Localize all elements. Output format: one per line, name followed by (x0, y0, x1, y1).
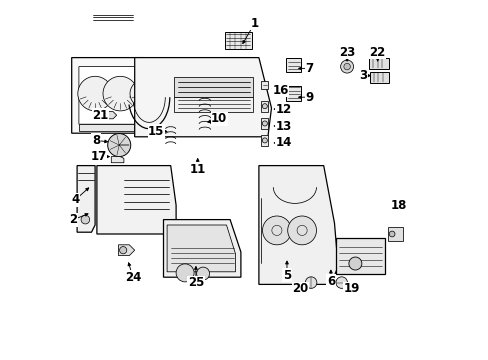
Circle shape (196, 267, 209, 280)
Text: 23: 23 (338, 46, 354, 59)
Polygon shape (368, 58, 387, 69)
Circle shape (262, 216, 291, 245)
Polygon shape (118, 245, 134, 256)
Text: 5: 5 (282, 269, 290, 282)
Circle shape (107, 134, 130, 157)
Circle shape (120, 247, 126, 254)
Text: 10: 10 (211, 112, 227, 125)
Text: 22: 22 (369, 46, 385, 59)
Text: 17: 17 (90, 150, 106, 163)
Text: 19: 19 (343, 282, 359, 295)
Text: 12: 12 (275, 103, 291, 116)
Text: 9: 9 (305, 91, 313, 104)
Polygon shape (224, 32, 251, 49)
Polygon shape (77, 166, 95, 232)
Text: 21: 21 (92, 109, 108, 122)
Text: 6: 6 (326, 275, 334, 288)
Circle shape (348, 257, 361, 270)
Text: 11: 11 (189, 163, 205, 176)
Circle shape (343, 63, 349, 70)
Text: 18: 18 (390, 199, 407, 212)
Polygon shape (134, 58, 271, 137)
Circle shape (340, 60, 353, 73)
Polygon shape (336, 238, 384, 274)
Circle shape (176, 264, 194, 282)
Circle shape (388, 231, 394, 237)
Circle shape (287, 216, 316, 245)
Text: 14: 14 (275, 136, 291, 149)
Circle shape (262, 138, 267, 143)
Polygon shape (285, 86, 301, 101)
Circle shape (262, 121, 267, 126)
Polygon shape (111, 157, 123, 163)
Text: 25: 25 (187, 276, 203, 289)
Circle shape (262, 104, 267, 109)
Text: 8: 8 (92, 134, 100, 147)
Text: 2: 2 (69, 213, 78, 226)
Polygon shape (261, 118, 268, 129)
Circle shape (305, 277, 316, 288)
Text: 1: 1 (250, 17, 258, 30)
Polygon shape (258, 166, 337, 284)
Text: 4: 4 (71, 193, 79, 206)
Text: 24: 24 (124, 271, 141, 284)
Text: 3: 3 (359, 69, 366, 82)
Polygon shape (97, 166, 176, 234)
Text: 20: 20 (291, 282, 308, 295)
Polygon shape (106, 112, 117, 119)
Circle shape (103, 76, 137, 111)
Text: 7: 7 (305, 62, 313, 75)
Polygon shape (261, 81, 267, 89)
Text: 13: 13 (275, 120, 291, 132)
Polygon shape (163, 220, 241, 277)
Polygon shape (79, 67, 163, 124)
Polygon shape (174, 77, 253, 97)
Polygon shape (261, 135, 268, 146)
Circle shape (78, 76, 112, 111)
Circle shape (335, 277, 347, 288)
Polygon shape (72, 58, 172, 133)
Polygon shape (167, 225, 235, 272)
Circle shape (81, 215, 89, 224)
Polygon shape (79, 124, 162, 131)
Polygon shape (387, 227, 402, 241)
Polygon shape (261, 101, 268, 112)
Text: 15: 15 (148, 125, 164, 138)
Polygon shape (174, 97, 253, 112)
Polygon shape (369, 72, 387, 83)
Text: 16: 16 (272, 84, 288, 96)
Polygon shape (285, 58, 301, 72)
Circle shape (130, 80, 157, 107)
